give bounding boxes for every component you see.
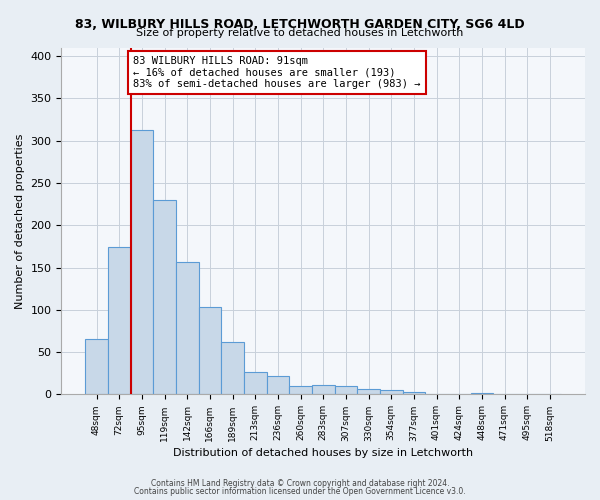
Text: Contains public sector information licensed under the Open Government Licence v3: Contains public sector information licen… [134,487,466,496]
X-axis label: Distribution of detached houses by size in Letchworth: Distribution of detached houses by size … [173,448,473,458]
Bar [289,386,312,394]
Text: 83 WILBURY HILLS ROAD: 91sqm
← 16% of detached houses are smaller (193)
83% of s: 83 WILBURY HILLS ROAD: 91sqm ← 16% of de… [133,56,421,89]
Bar [335,386,357,394]
Bar [131,130,153,394]
Bar [470,393,493,394]
Bar [244,372,266,394]
Text: Size of property relative to detached houses in Letchworth: Size of property relative to detached ho… [136,28,464,38]
Text: 83, WILBURY HILLS ROAD, LETCHWORTH GARDEN CITY, SG6 4LD: 83, WILBURY HILLS ROAD, LETCHWORTH GARDE… [75,18,525,30]
Bar [357,388,380,394]
Bar [312,385,335,394]
Bar [176,262,199,394]
Bar [266,376,289,394]
Bar [199,308,221,394]
Bar [380,390,403,394]
Y-axis label: Number of detached properties: Number of detached properties [15,134,25,308]
Bar [85,340,108,394]
Bar [403,392,425,394]
Bar [153,200,176,394]
Bar [108,247,131,394]
Bar [221,342,244,394]
Text: Contains HM Land Registry data © Crown copyright and database right 2024.: Contains HM Land Registry data © Crown c… [151,478,449,488]
